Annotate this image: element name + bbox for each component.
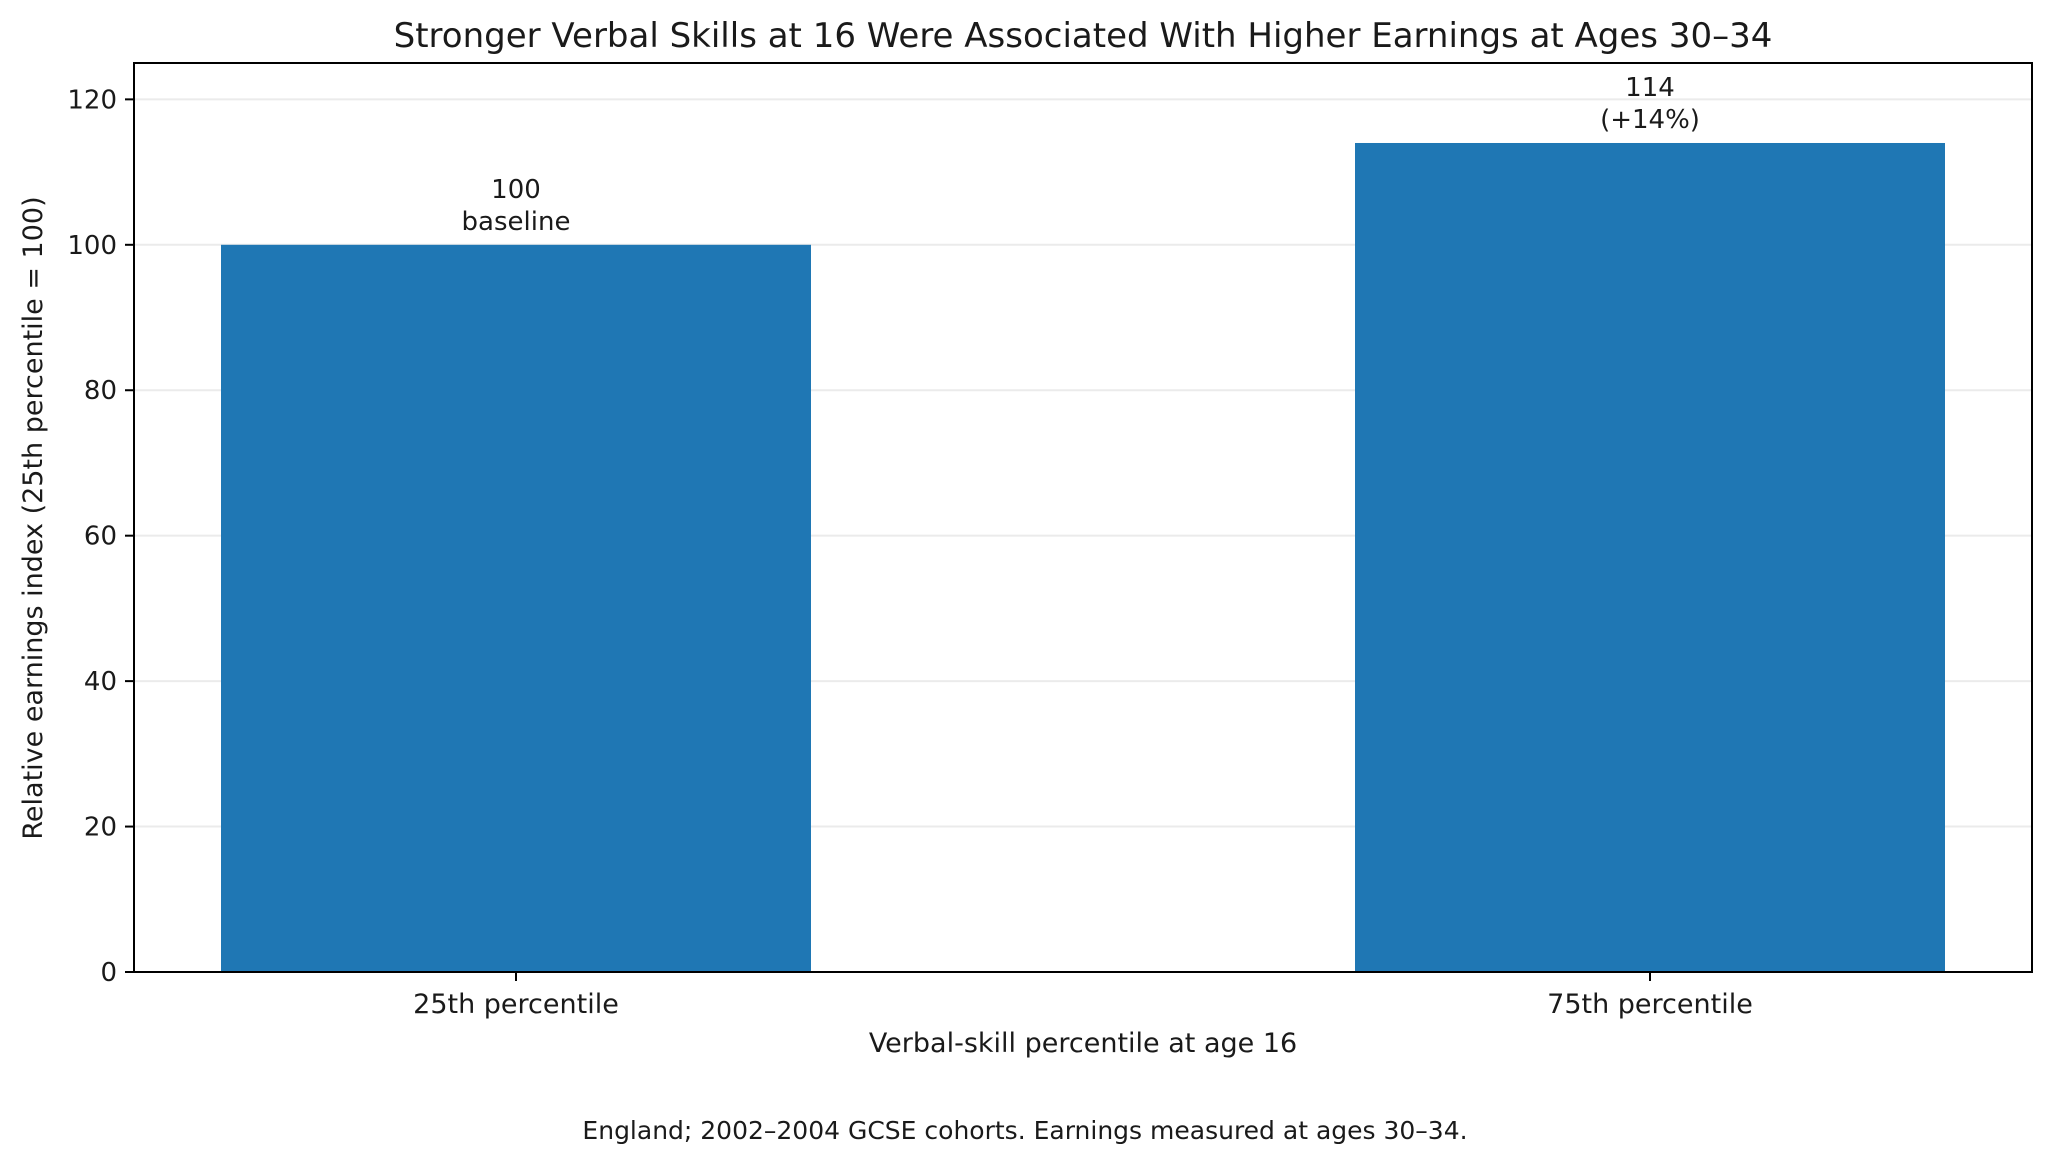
- bar: [1355, 142, 1945, 972]
- footnote: England; 2002–2004 GCSE cohorts. Earning…: [582, 1116, 1467, 1145]
- x-axis-label: Verbal-skill percentile at age 16: [869, 1028, 1297, 1059]
- y-tick-label: 60: [84, 522, 117, 552]
- bars: [221, 142, 1945, 973]
- y-tick-label: 40: [84, 667, 117, 697]
- bar-value-label: (+14%): [1600, 105, 1700, 135]
- chart-title: Stronger Verbal Skills at 16 Were Associ…: [394, 16, 1773, 56]
- y-tick-label: 20: [84, 813, 117, 843]
- plot-frame: [133, 62, 2033, 973]
- bar: [221, 244, 811, 973]
- y-tick-label: 120: [67, 85, 117, 115]
- x-tick-label: 25th percentile: [413, 989, 619, 1020]
- y-axis-label: Relative earnings index (25th percentile…: [18, 196, 49, 839]
- y-axis-ticks: 0 20 40 60 80 100 120: [67, 85, 134, 988]
- bar-value-label: 100: [491, 175, 541, 205]
- x-tick-label: 75th percentile: [1547, 989, 1753, 1020]
- y-tick-label: 0: [100, 958, 117, 988]
- y-tick-label: 100: [67, 231, 117, 261]
- bar-value-label: 114: [1625, 73, 1675, 103]
- y-tick-label: 80: [84, 376, 117, 406]
- x-axis-ticks: 25th percentile 75th percentile: [413, 972, 1753, 1020]
- bar-value-label: baseline: [462, 207, 571, 237]
